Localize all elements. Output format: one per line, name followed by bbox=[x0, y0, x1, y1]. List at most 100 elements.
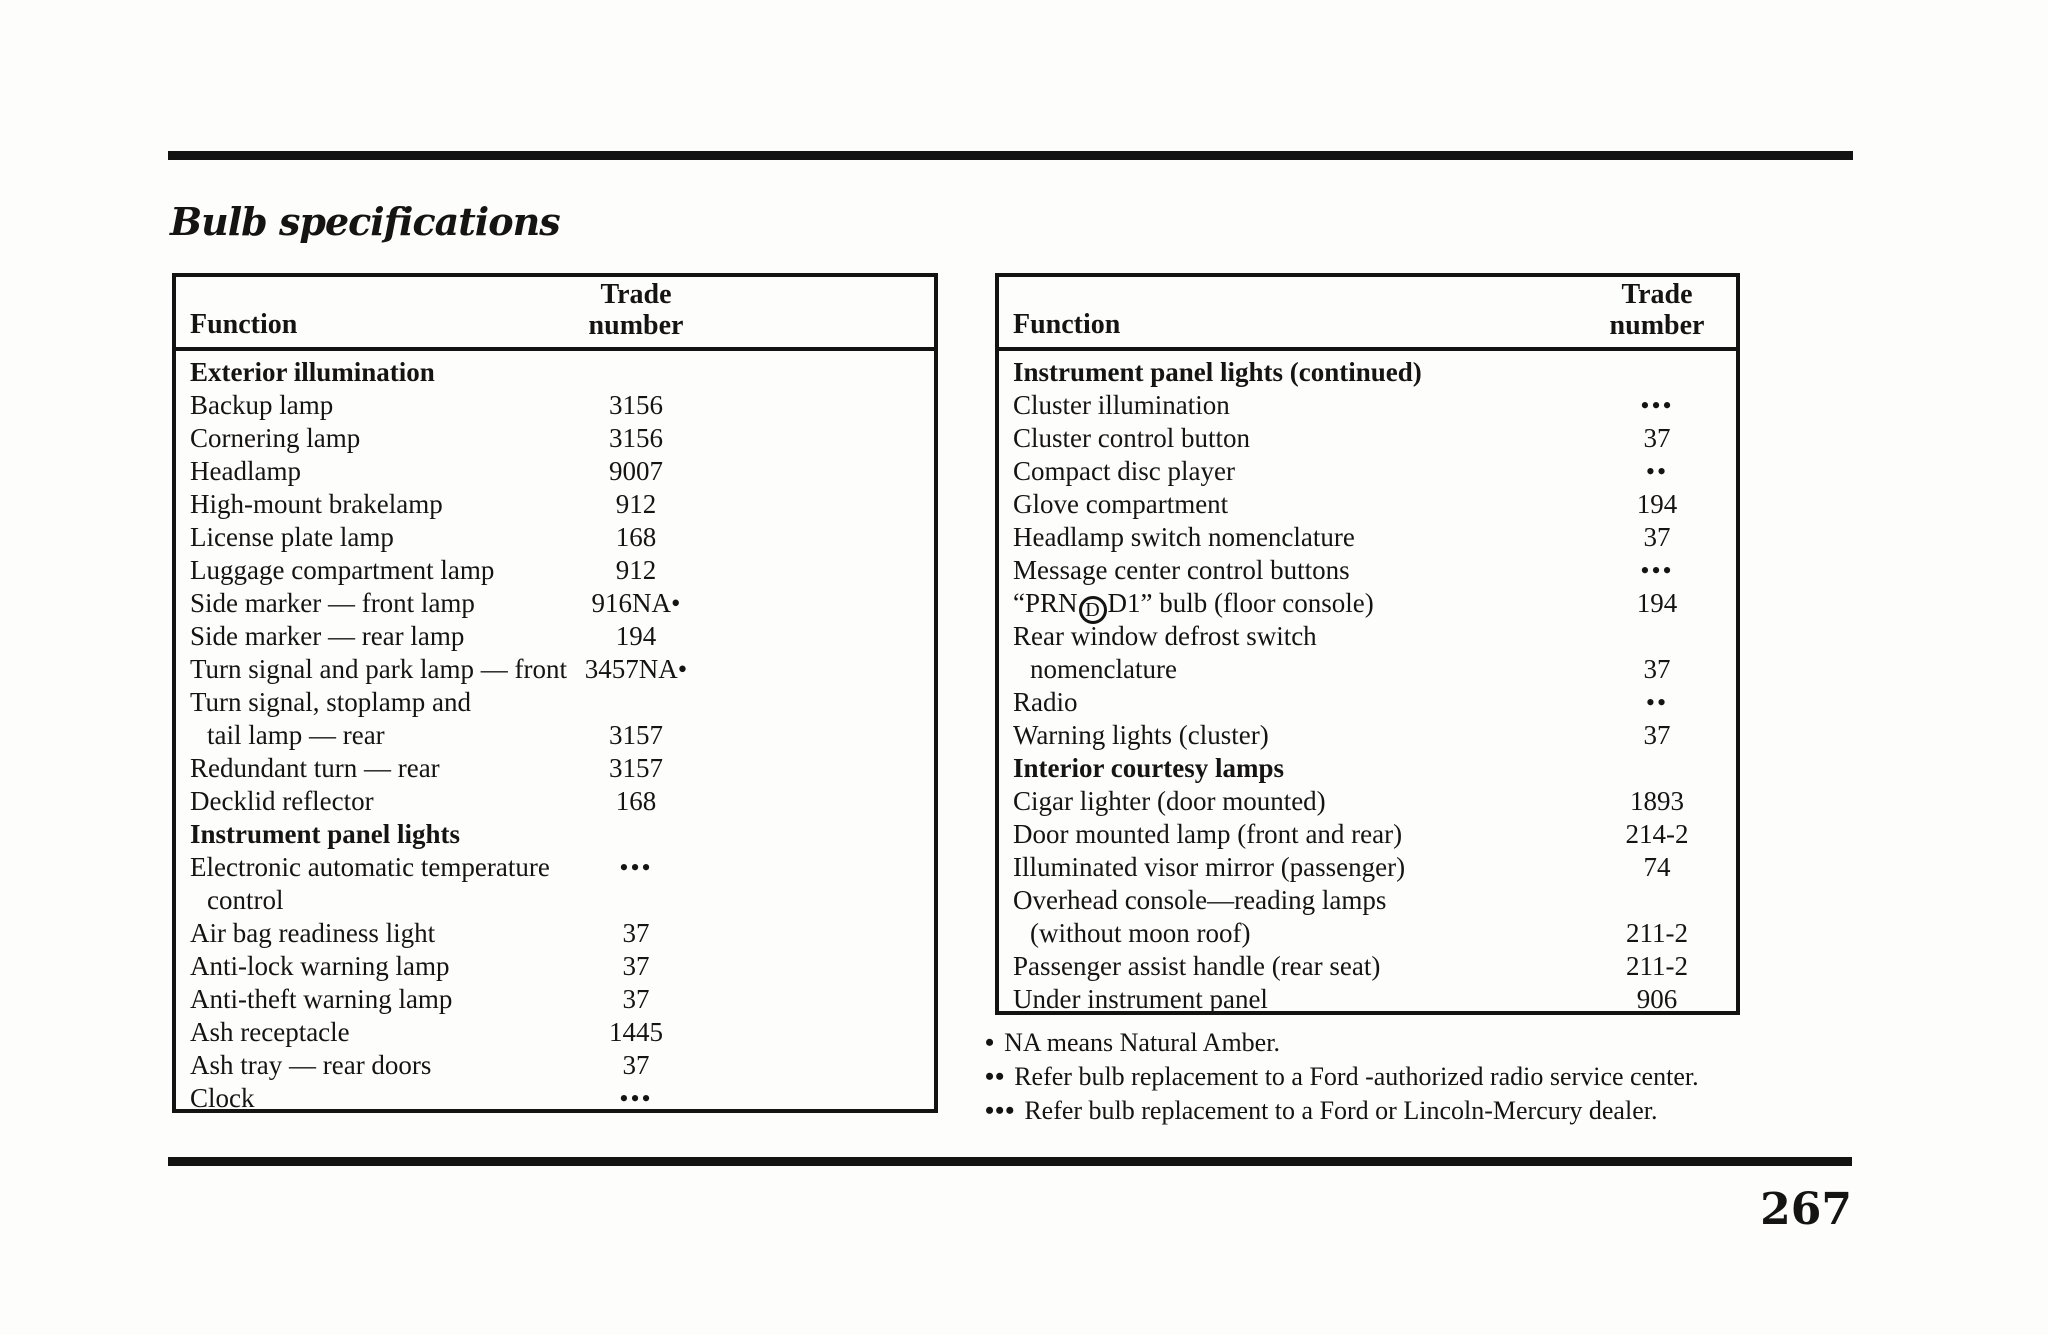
table-row: tail lamp — rear 3157 bbox=[176, 719, 934, 752]
table-row: Passenger assist handle (rear seat) 211-2 bbox=[999, 950, 1736, 983]
section-header-row: Instrument panel lights bbox=[176, 818, 934, 851]
table-row: Under instrument panel 906 bbox=[999, 983, 1736, 1016]
trade-number-value: 37 bbox=[622, 984, 650, 1014]
trade-number-value: 37 bbox=[1643, 522, 1671, 552]
table-row: Turn signal and park lamp — front 3457NA• bbox=[176, 653, 934, 686]
function-label: Warning lights (cluster) bbox=[1013, 720, 1269, 750]
table-header-row: Function Trade number bbox=[999, 277, 1736, 351]
function-label: tail lamp — rear bbox=[207, 720, 385, 750]
trade-number-value: 211-2 bbox=[1626, 918, 1688, 948]
trade-header-line1: Trade bbox=[1621, 279, 1693, 310]
table-row: Backup lamp 3156 bbox=[176, 389, 934, 422]
footnote-text: Refer bulb replacement to a Ford or Linc… bbox=[1024, 1096, 1658, 1125]
function-label: Passenger assist handle (rear seat) bbox=[1013, 951, 1381, 981]
trade-header-line1: Trade bbox=[600, 279, 672, 310]
table-row: Turn signal, stoplamp and bbox=[176, 686, 934, 719]
trade-number-value: 37 bbox=[1643, 720, 1671, 750]
trade-number-value: 3156 bbox=[609, 390, 663, 420]
trade-number-value: 37 bbox=[622, 951, 650, 981]
function-label: Side marker — rear lamp bbox=[190, 621, 465, 651]
function-label: Radio bbox=[1013, 687, 1078, 717]
footnote-line: • NA means Natural Amber. bbox=[985, 1026, 1699, 1060]
trade-header-line2: number bbox=[588, 310, 684, 341]
function-label: Cigar lighter (door mounted) bbox=[1013, 786, 1326, 816]
footnote-text: NA means Natural Amber. bbox=[1004, 1028, 1280, 1057]
function-label: Door mounted lamp (front and rear) bbox=[1013, 819, 1403, 849]
table-row: Air bag readiness light 37 bbox=[176, 917, 934, 950]
table-row: Side marker — rear lamp 194 bbox=[176, 620, 934, 653]
function-label: Headlamp bbox=[190, 456, 301, 486]
table-row: Headlamp 9007 bbox=[176, 455, 934, 488]
trade-number-value: 3156 bbox=[609, 423, 663, 453]
bulb-spec-table-right: Function Trade number Instrument panel li… bbox=[995, 273, 1740, 1015]
table-row: Cluster illumination ••• bbox=[999, 389, 1736, 422]
trade-number-value: 3157 bbox=[609, 720, 663, 750]
function-label: Redundant turn — rear bbox=[190, 753, 440, 783]
table-row: Luggage compartment lamp 912 bbox=[176, 554, 934, 587]
table-row: Cigar lighter (door mounted) 1893 bbox=[999, 785, 1736, 818]
table-row: “PRN D D1” bulb (floor console) 194 bbox=[999, 587, 1736, 624]
trade-number-value: •• bbox=[1645, 688, 1669, 717]
table-row: Ash tray — rear doors 37 bbox=[176, 1049, 934, 1082]
column-header-function: Function bbox=[1013, 309, 1121, 340]
column-header-function: Function bbox=[190, 309, 298, 340]
trade-number-value: 9007 bbox=[609, 456, 663, 486]
trade-number-value: ••• bbox=[619, 1084, 653, 1113]
footnote-line: •• Refer bulb replacement to a Ford -auth… bbox=[985, 1060, 1699, 1094]
table-row: Door mounted lamp (front and rear) 214-2 bbox=[999, 818, 1736, 851]
footnote-text: Refer bulb replacement to a Ford -author… bbox=[1014, 1062, 1699, 1091]
table-row: Decklid reflector 168 bbox=[176, 785, 934, 818]
trade-number-value: 906 bbox=[1636, 984, 1678, 1014]
function-label: Anti-lock warning lamp bbox=[190, 951, 450, 981]
table-row: (without moon roof) 211-2 bbox=[999, 917, 1736, 950]
trade-number-value: 37 bbox=[1643, 423, 1671, 453]
trade-number-value: 1893 bbox=[1630, 786, 1684, 816]
function-label: Interior courtesy lamps bbox=[1013, 753, 1284, 783]
trade-number-value: 168 bbox=[615, 522, 657, 552]
trade-number-value: ••• bbox=[1640, 556, 1674, 585]
table-row: Anti-theft warning lamp 37 bbox=[176, 983, 934, 1016]
function-label: Air bag readiness light bbox=[190, 918, 436, 948]
table-row: Glove compartment 194 bbox=[999, 488, 1736, 521]
function-label: Luggage compartment lamp bbox=[190, 555, 495, 585]
function-label: nomenclature bbox=[1030, 654, 1177, 684]
trade-number-value: 168 bbox=[615, 786, 657, 816]
function-label: Electronic automatic temperature bbox=[190, 852, 550, 882]
table-row: Redundant turn — rear 3157 bbox=[176, 752, 934, 785]
table-row: Cornering lamp 3156 bbox=[176, 422, 934, 455]
function-label: Instrument panel lights (continued) bbox=[1013, 357, 1422, 387]
section-header-row: Exterior illumination bbox=[176, 356, 934, 389]
column-header-trade-number: Trade number bbox=[1557, 279, 1757, 341]
trade-number-value: 912 bbox=[615, 555, 657, 585]
function-label: Headlamp switch nomenclature bbox=[1013, 522, 1355, 552]
table-row: Ash receptacle 1445 bbox=[176, 1016, 934, 1049]
table-row: Side marker — front lamp 916NA• bbox=[176, 587, 934, 620]
table-row: Message center control buttons ••• bbox=[999, 554, 1736, 587]
footnote-bullet: • bbox=[985, 1028, 996, 1057]
bottom-rule bbox=[168, 1157, 1852, 1166]
trade-number-value: 211-2 bbox=[1626, 951, 1688, 981]
table-row: Anti-lock warning lamp 37 bbox=[176, 950, 934, 983]
function-label: Turn signal, stoplamp and bbox=[190, 687, 472, 717]
table-row: Clock ••• bbox=[176, 1082, 934, 1115]
table-row: Headlamp switch nomenclature 37 bbox=[999, 521, 1736, 554]
section-header-row: Instrument panel lights (continued) bbox=[999, 356, 1736, 389]
function-label: Overhead console—reading lamps bbox=[1013, 885, 1387, 915]
trade-number-value: 3457NA• bbox=[584, 654, 688, 684]
top-rule bbox=[168, 151, 1853, 160]
section-header-row: Interior courtesy lamps bbox=[999, 752, 1736, 785]
function-label: Instrument panel lights bbox=[190, 819, 461, 849]
function-label: Under instrument panel bbox=[1013, 984, 1268, 1014]
function-label: Ash tray — rear doors bbox=[190, 1050, 432, 1080]
function-label: “PRN D D1” bulb (floor console) bbox=[1013, 587, 1374, 624]
function-label: Message center control buttons bbox=[1013, 555, 1350, 585]
function-label: High-mount brakelamp bbox=[190, 489, 443, 519]
table-row: Radio •• bbox=[999, 686, 1736, 719]
table-row: Overhead console—reading lamps bbox=[999, 884, 1736, 917]
footnotes: • NA means Natural Amber. •• Refer bulb rep… bbox=[985, 1026, 1699, 1128]
function-label: Turn signal and park lamp — front bbox=[190, 654, 567, 684]
function-label: Illuminated visor mirror (passenger) bbox=[1013, 852, 1406, 882]
function-label: Rear window defrost switch bbox=[1013, 621, 1317, 651]
trade-number-value: 37 bbox=[622, 918, 650, 948]
